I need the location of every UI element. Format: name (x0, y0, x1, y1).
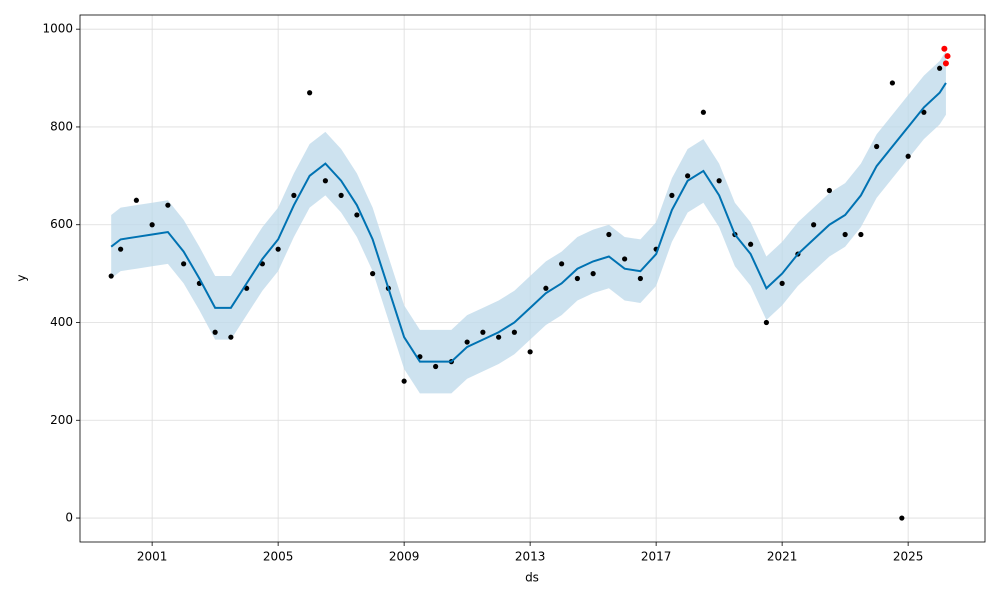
x-tick-label: 2001 (137, 550, 168, 564)
observed-point (606, 231, 612, 238)
observed-point (181, 261, 187, 267)
observed-point (291, 192, 297, 198)
observed-point (480, 329, 486, 335)
plot-frame (79, 14, 986, 543)
observed-point (874, 143, 880, 150)
uncertainty-band (111, 51, 946, 394)
y-tick-label: 200 (50, 413, 73, 427)
observed-point (716, 178, 722, 184)
y-tick-label: 1000 (42, 22, 73, 36)
observed-point (212, 329, 218, 335)
y-tick-label: 0 (65, 511, 73, 525)
observed-point (811, 222, 817, 228)
observed-point (108, 273, 114, 279)
x-tick-label: 2009 (389, 550, 420, 564)
observed-point (937, 65, 943, 71)
observed-point (622, 256, 628, 262)
forecast-line (110, 82, 947, 363)
test-point (941, 45, 948, 52)
observed-point (899, 515, 905, 521)
observed-point (543, 285, 549, 291)
observed-point (685, 173, 691, 179)
observed-point (779, 280, 785, 286)
observed-point (118, 246, 124, 252)
observed-point (842, 231, 848, 238)
observed-point (165, 202, 171, 208)
observed-point (700, 109, 706, 115)
x-axis-label: ds (525, 571, 539, 585)
x-tick-label: 2021 (767, 550, 798, 564)
x-tick-label: 2025 (893, 550, 924, 564)
x-tick-label: 2013 (515, 550, 546, 564)
y-axis-label: y (15, 274, 29, 281)
y-tick-label: 600 (50, 217, 73, 231)
x-tick-label: 2017 (641, 550, 672, 564)
test-point (942, 60, 949, 67)
observed-point (889, 80, 895, 86)
observed-point (401, 378, 407, 384)
observed-point (133, 197, 139, 203)
observed-point (228, 334, 234, 340)
observed-point (354, 212, 360, 218)
test-point (944, 53, 951, 60)
observed-point (307, 90, 313, 96)
observed-point (275, 246, 281, 252)
observed-point (669, 192, 675, 198)
x-tick-label: 2005 (263, 550, 294, 564)
observed-point (590, 271, 596, 277)
observed-point (637, 275, 643, 282)
observed-point (905, 153, 911, 159)
observed-point (496, 334, 502, 340)
y-tick-label: 800 (50, 119, 73, 133)
observed-point (921, 109, 927, 115)
observed-point (826, 187, 832, 194)
observed-point (527, 349, 533, 355)
observed-point (433, 363, 439, 370)
observed-point (370, 271, 376, 277)
observed-point (511, 329, 517, 335)
observed-point (149, 222, 155, 228)
observed-point (858, 231, 864, 238)
observed-point (338, 192, 344, 198)
y-tick-label: 400 (50, 315, 73, 329)
plot-layer (80, 15, 985, 542)
observed-point (559, 261, 565, 267)
observed-point (763, 319, 769, 326)
observed-point (464, 339, 470, 345)
observed-point (748, 241, 754, 247)
observed-point (574, 275, 580, 282)
observed-point (322, 178, 328, 184)
